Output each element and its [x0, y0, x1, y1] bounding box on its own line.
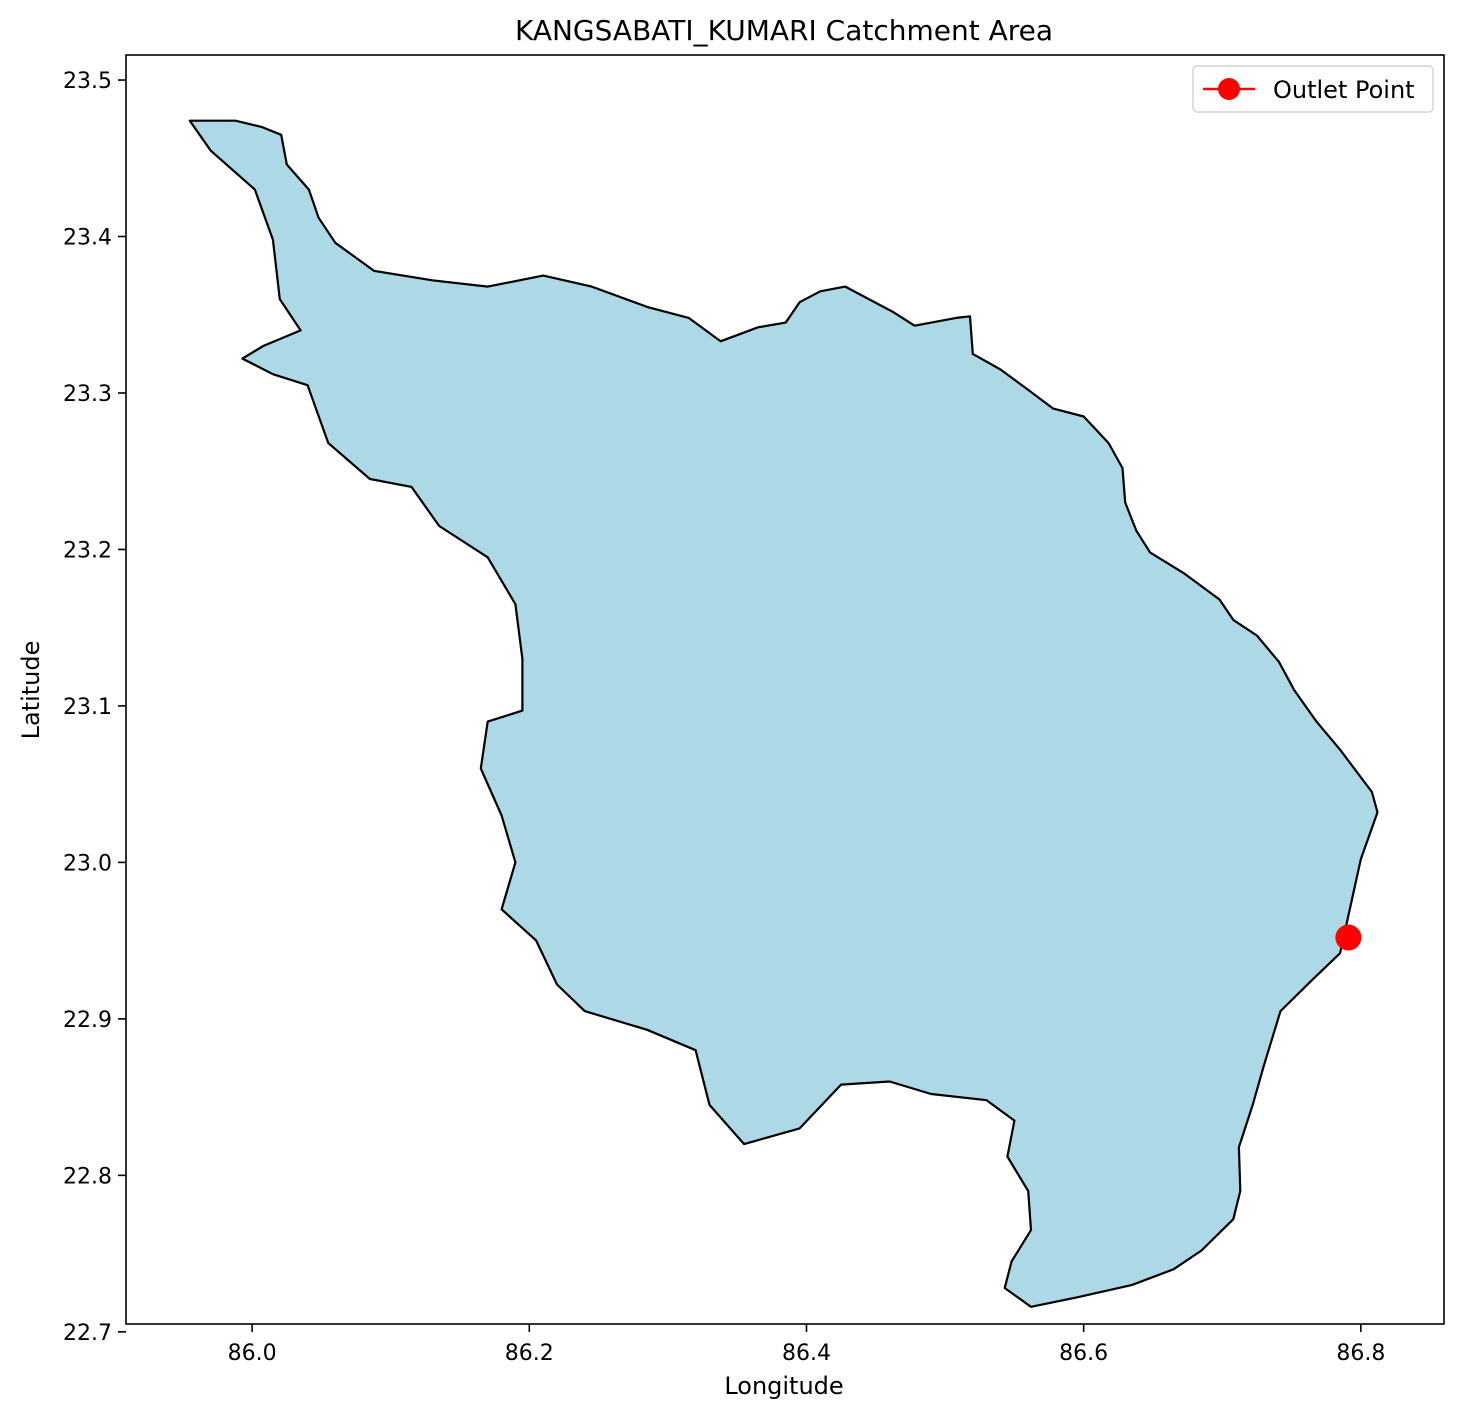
catchment-polygon — [188, 119, 1379, 1308]
y-tick-label: 22.7 — [63, 1321, 112, 1346]
outlet-point-dot — [1335, 924, 1362, 951]
x-tick-label: 86.4 — [782, 1341, 831, 1366]
y-tick-label: 23.5 — [63, 69, 112, 94]
y-tick-label: 22.8 — [63, 1164, 112, 1189]
y-tick-label: 23.1 — [63, 695, 112, 720]
x-tick-label: 86.2 — [505, 1341, 554, 1366]
y-tick-label: 23.3 — [63, 382, 112, 407]
x-axis: 86.0 86.2 86.4 86.6 86.8 — [228, 1324, 1385, 1366]
y-axis: 22.7 22.8 22.9 23.0 23.1 23.2 23.3 23.4 23.5 — [63, 69, 126, 1346]
legend: Outlet Point — [1192, 65, 1434, 113]
y-tick-label: 23.2 — [63, 538, 112, 563]
x-axis-label: Longitude — [724, 1372, 843, 1400]
y-axis-label: Latitude — [17, 641, 45, 740]
y-tick-label: 22.9 — [63, 1008, 112, 1033]
y-tick-label: 23.4 — [63, 226, 112, 251]
x-tick-label: 86.0 — [228, 1341, 277, 1366]
x-tick-label: 86.6 — [1059, 1341, 1108, 1366]
legend-label-outlet-point: Outlet Point — [1273, 76, 1415, 104]
plot-frame — [125, 54, 1445, 1325]
legend-marker-swatch — [1218, 78, 1240, 100]
outlet-point-marker — [1335, 924, 1362, 951]
y-tick-label: 23.0 — [63, 851, 112, 876]
map-title: KANGSABATI_KUMARI Catchment Area — [515, 14, 1053, 47]
x-tick-label: 86.8 — [1336, 1341, 1385, 1366]
plot-area — [188, 119, 1379, 1308]
legend-box — [1192, 65, 1434, 113]
